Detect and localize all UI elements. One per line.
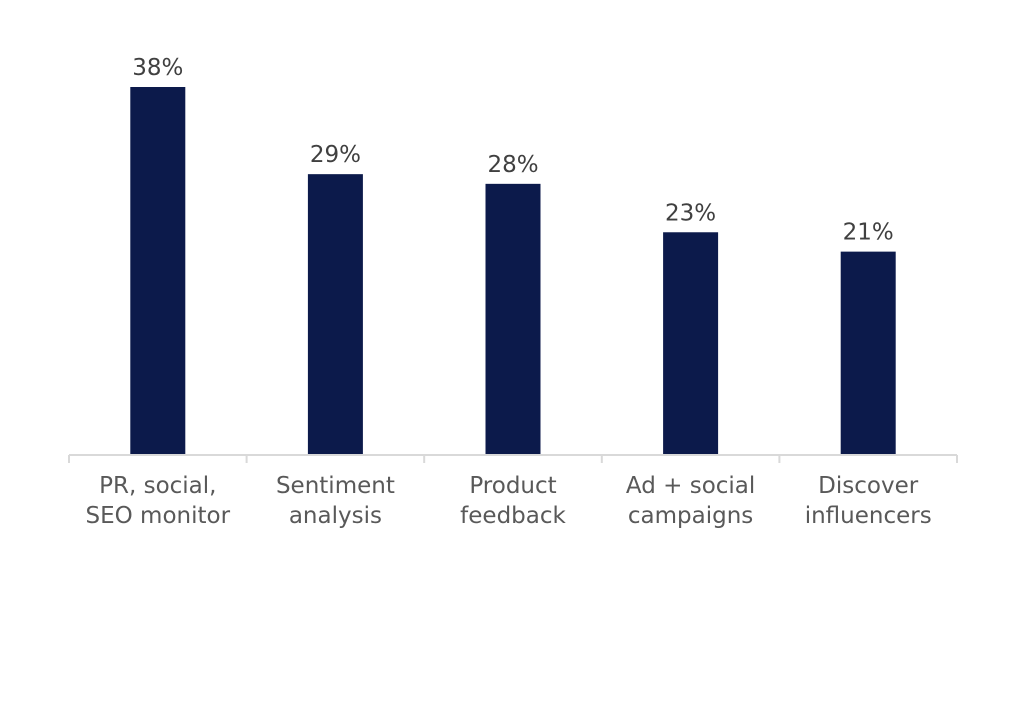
bar (307, 174, 363, 455)
bar (840, 251, 896, 455)
bar (130, 87, 186, 455)
bar (485, 183, 541, 455)
category-label: SEO monitor (86, 503, 231, 529)
category-label: feedback (460, 503, 566, 529)
bar (663, 232, 719, 455)
data-label: 38% (132, 55, 183, 81)
category-label: influencers (805, 503, 932, 529)
category-labels: PR, social, SEO monitor Sentiment analysis P… (86, 473, 932, 529)
data-labels: 38% 29% 28% 23% 21% (132, 55, 894, 246)
category-label: Sentiment (276, 473, 395, 499)
data-label: 29% (310, 142, 361, 168)
category-label: PR, social, (99, 473, 216, 499)
category-label: analysis (289, 503, 382, 529)
bars-layer (130, 87, 896, 455)
data-label: 23% (665, 200, 716, 226)
data-label: 28% (487, 152, 538, 178)
data-label: 21% (843, 220, 894, 246)
category-label: Product (469, 473, 556, 499)
category-label: Discover (818, 473, 919, 499)
x-axis (68, 454, 958, 463)
category-label: campaigns (628, 503, 753, 529)
category-label: Ad + social (626, 473, 755, 499)
